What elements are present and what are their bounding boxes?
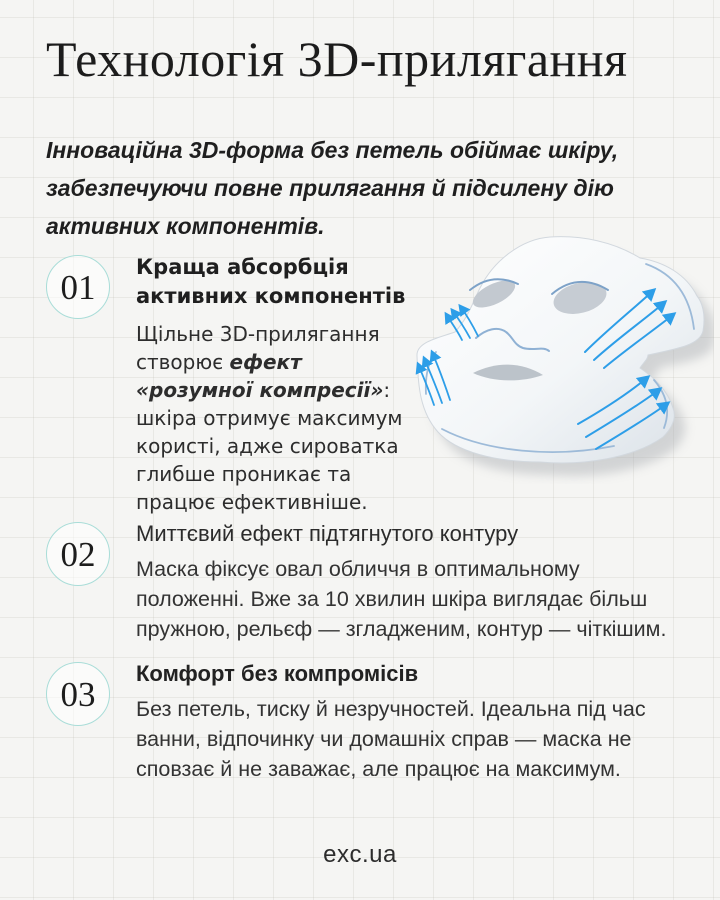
mask-eye-holes (469, 278, 609, 314)
lifting-arrows-right-cheek (584, 287, 677, 369)
brand-footer: exc.ua (323, 841, 397, 868)
section-heading: Комфорт без компромісів (136, 661, 419, 686)
section-heading: Краща абсорбція активних компонентів (136, 255, 406, 308)
face-mask-illustration (415, 236, 714, 476)
mask-mouth (473, 364, 543, 381)
step-number-circle: 01 (46, 255, 110, 319)
step-number: 02 (60, 534, 96, 574)
body-text: : шкіра отримує максимум користі, адже с… (136, 378, 403, 514)
lifting-arrows-left-wing (415, 349, 451, 406)
mask-nose (475, 327, 550, 352)
step-number-circle: 03 (46, 662, 110, 726)
step-number: 03 (60, 674, 96, 714)
section-body: Щільне 3D-прилягання створює ефект «розу… (136, 320, 456, 516)
benefit-section-3: 03 Комфорт без компромісів Без петель, т… (46, 660, 702, 784)
lifting-arrows-right-jaw (577, 375, 671, 450)
page-subtitle: Інноваційна 3D-форма без петель обіймає … (46, 137, 619, 239)
section-heading: Миттєвий ефект підтягнутого контуру (136, 521, 519, 546)
section-body: Без петель, тиску й незручностей. Ідеаль… (136, 697, 646, 781)
lifting-arrows-left-cheek (444, 303, 479, 341)
benefit-section-2: 02 Миттєвий ефект підтягнутого контуру М… (46, 520, 702, 644)
body-text: Щільне 3D-прилягання створює (136, 322, 380, 374)
benefit-section-1: 01 Краща абсорбція активних компонентів … (46, 253, 456, 516)
body-text-emphasis: ефект «розумної компресії» (136, 350, 384, 402)
step-number-circle: 02 (46, 522, 110, 586)
section-body: Маска фіксує овал обличчя в оптимальному… (136, 557, 667, 641)
page-title: Технологія 3D-прилягання (46, 31, 628, 87)
step-number: 01 (60, 267, 96, 307)
